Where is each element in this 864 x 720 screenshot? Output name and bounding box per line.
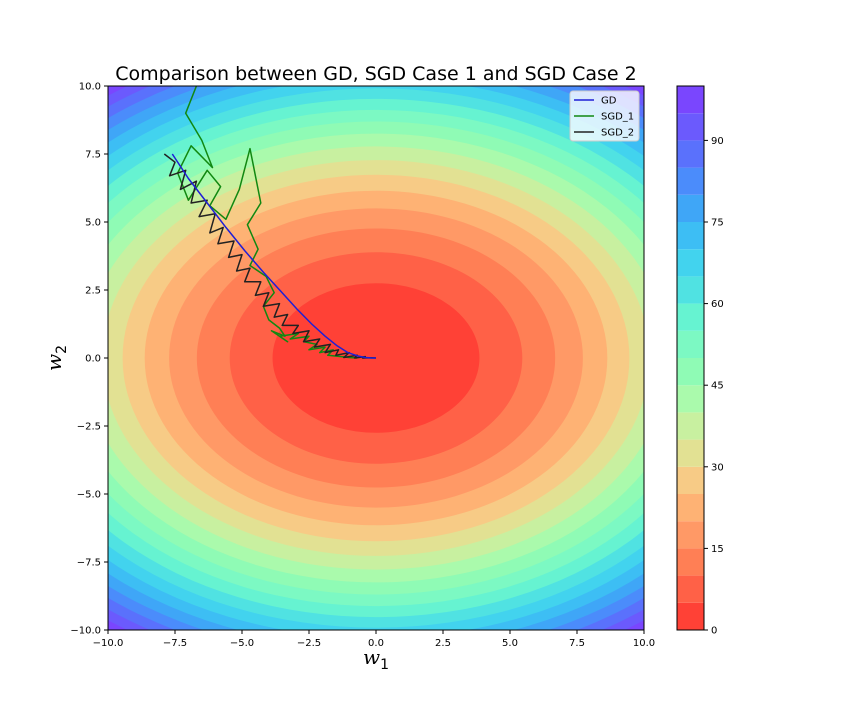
contour-fill (108, 86, 644, 630)
x-tick-label: 2.5 (435, 638, 451, 649)
legend-label-gd: GD (601, 96, 617, 107)
colorbar-segment-10 (677, 330, 704, 358)
colorbar-segment-3 (677, 521, 704, 549)
colorbar-segment-19 (677, 86, 704, 114)
colorbar-tick-label: 90 (711, 136, 724, 147)
colorbar-segment-8 (677, 385, 704, 413)
series-line-gd (171, 153, 376, 359)
colorbar-tick-label: 75 (711, 218, 724, 229)
x-tick-label: 7.5 (569, 638, 585, 649)
x-tick-label: 10.0 (633, 638, 655, 649)
legend-box (569, 90, 640, 142)
y-tick-label: 2.5 (85, 286, 101, 297)
colorbar-tick-label: 45 (711, 381, 724, 392)
y-tick-label: 7.5 (85, 150, 101, 161)
colorbar-frame (676, 85, 705, 631)
colorbar-tick-label: 30 (711, 462, 724, 473)
colorbar-segment-15 (677, 194, 704, 222)
colorbar-segment-0 (677, 602, 704, 630)
y-tick-label: −5.0 (77, 490, 101, 501)
colorbar-segment-17 (677, 140, 704, 168)
x-tick-label: −5.0 (230, 638, 254, 649)
colorbar-tick-label: 15 (711, 544, 724, 555)
y-axis: −10.0 −7.5 −5.0 −2.5 0.0 2.5 5.0 7.5 10.0 (70, 82, 108, 637)
x-tick-label: −7.5 (163, 638, 187, 649)
x-tick-label: −10.0 (93, 638, 124, 649)
colorbar-segment-14 (677, 222, 704, 250)
colorbar-tick-label: 60 (711, 299, 724, 310)
legend-label-sgd-2: SGD_2 (601, 128, 634, 139)
x-tick-label: −2.5 (297, 638, 321, 649)
colorbar-segment-18 (677, 113, 704, 141)
x-tick-label: 5.0 (502, 638, 518, 649)
colorbar: 0 15 30 45 60 75 90 (676, 85, 724, 637)
colorbar-segment-9 (677, 358, 704, 386)
colorbar-segment-11 (677, 303, 704, 331)
colorbar-segment-7 (677, 412, 704, 440)
y-tick-label: 10.0 (79, 82, 101, 93)
x-axis: −10.0 −7.5 −5.0 −2.5 0.0 2.5 5.0 7.5 10.0 (93, 630, 655, 649)
colorbar-segment-12 (677, 276, 704, 304)
y-tick-label: −2.5 (77, 422, 101, 433)
y-tick-label: −7.5 (77, 558, 101, 569)
y-tick-label: 5.0 (85, 218, 101, 229)
colorbar-segment-16 (677, 167, 704, 195)
x-axis-label: w1 (363, 645, 389, 673)
colorbar-segment-13 (677, 249, 704, 277)
colorbar-segment-2 (677, 548, 704, 576)
legend-label-sgd-1: SGD_1 (601, 112, 634, 123)
y-tick-label: −10.0 (70, 626, 101, 637)
colorbar-segment-4 (677, 494, 704, 522)
x-tick-label: 0.0 (368, 638, 384, 649)
trajectories (163, 86, 377, 359)
series-line-sgd-2 (163, 153, 377, 359)
colorbar-segment-6 (677, 439, 704, 467)
y-axis-label: w2 (42, 345, 70, 371)
chart-title: Comparison between GD, SGD Case 1 and SG… (115, 63, 636, 85)
y-tick-label: 0.0 (85, 354, 101, 365)
colorbar-tick-label: 0 (711, 626, 717, 637)
colorbar-segment-5 (677, 466, 704, 494)
colorbar-segment-1 (677, 575, 704, 603)
legend: GD SGD_1 SGD_2 (569, 90, 640, 142)
